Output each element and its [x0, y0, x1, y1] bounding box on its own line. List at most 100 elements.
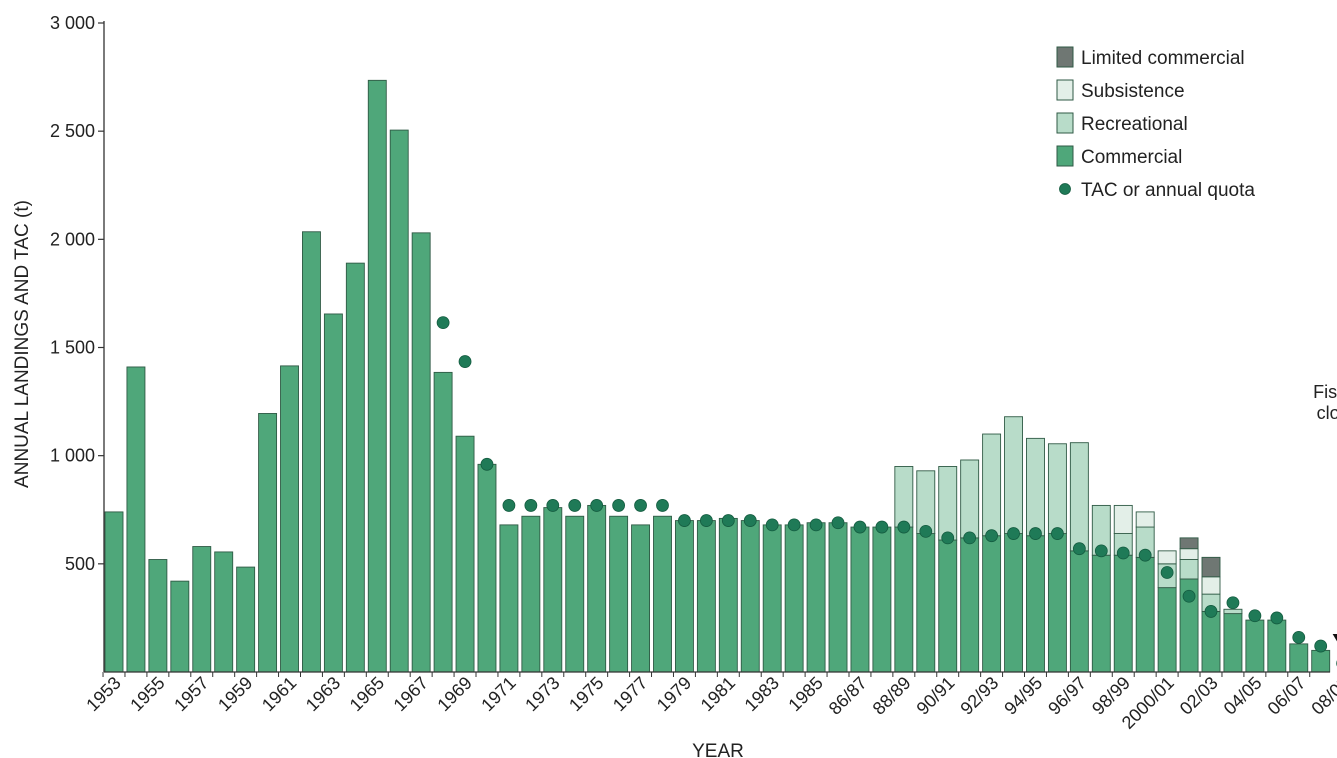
bar-commercial-2000-01 — [1157, 587, 1177, 673]
tac-point-87-88 — [875, 520, 889, 534]
y-tick-label: 2 000 — [50, 229, 95, 249]
bar-commercial-1956 — [170, 580, 190, 673]
bar-commercial-1968 — [433, 371, 453, 673]
tac-point-01-02 — [1182, 589, 1196, 603]
bar-subsistence-2000-01 — [1157, 550, 1177, 565]
tac-point-1982 — [743, 514, 757, 527]
bar-commercial-94-95 — [1026, 535, 1045, 673]
tac-point-07-08 — [1314, 639, 1328, 653]
legend-label-recreational: Recreational — [1081, 114, 1188, 135]
legend-label-limited-commercial: Limited commercial — [1081, 48, 1245, 69]
bar-commercial-1963 — [323, 313, 343, 673]
tac-point-1974 — [568, 499, 582, 512]
bar-commercial-1965 — [367, 79, 387, 673]
legend-swatch-subsistence — [1056, 79, 1074, 101]
tac-point-1981 — [721, 514, 735, 527]
x-tick-label: 1963 — [302, 673, 344, 715]
x-tick-label: 1967 — [390, 673, 432, 715]
bar-commercial-93-94 — [1004, 533, 1023, 673]
bar-subsistence-02-03 — [1201, 576, 1221, 595]
bar-commercial-1962 — [302, 231, 321, 673]
x-tick-label: 90/91 — [913, 673, 959, 719]
bar-commercial-1976 — [609, 515, 629, 673]
tac-point-03-04 — [1226, 596, 1240, 610]
x-tick-label: 06/07 — [1264, 673, 1310, 719]
bar-recreational-93-94 — [1004, 416, 1023, 535]
tac-point-1968 — [436, 316, 450, 330]
x-tick-label: 96/97 — [1044, 673, 1090, 719]
legend-label-subsistence: Subsistence — [1081, 81, 1185, 102]
tac-point-05-06 — [1270, 611, 1284, 625]
legend-label-commercial: Commercial — [1081, 147, 1182, 168]
bar-commercial-1972 — [521, 515, 541, 673]
tac-point-95-96 — [1051, 527, 1064, 540]
tac-point-90-91 — [941, 531, 955, 545]
bar-commercial-86-87 — [850, 526, 870, 673]
bar-recreational-94-95 — [1026, 437, 1045, 537]
x-tick-label: 1977 — [609, 673, 651, 715]
annotation-line: closed — [1317, 403, 1337, 423]
x-tick-label: 1965 — [346, 673, 388, 715]
tac-point-2000-01 — [1160, 566, 1174, 579]
bar-commercial-90-91 — [938, 539, 958, 673]
bar-commercial-1958 — [214, 551, 234, 673]
bar-commercial-1967 — [411, 232, 431, 673]
legend-label-tac-or-annual-quota: TAC or annual quota — [1081, 180, 1255, 201]
y-tick-label: 2 500 — [50, 121, 95, 141]
bar-recreational-91-92 — [960, 459, 980, 539]
bar-commercial-1980 — [696, 520, 716, 673]
tac-point-92-93 — [985, 529, 998, 543]
bar-commercial-95-96 — [1047, 533, 1067, 673]
annotation-arrowhead — [1332, 634, 1337, 642]
x-tick-label: 1985 — [784, 673, 826, 715]
x-tick-label: 1955 — [126, 673, 168, 715]
tac-point-1970 — [480, 457, 494, 471]
tac-point-93-94 — [1007, 527, 1020, 540]
bar-subsistence-98-99 — [1113, 504, 1133, 534]
tac-point-1980 — [699, 514, 713, 527]
tac-point-1975 — [590, 499, 604, 512]
bar-commercial-1978 — [653, 515, 672, 673]
tac-point-06-07 — [1292, 630, 1306, 644]
legend-swatch-recreational — [1056, 112, 1074, 134]
tac-point-02-03 — [1204, 605, 1218, 618]
legend: Limited commercial Subsistence Recreationa… — [1056, 46, 1255, 201]
bar-recreational-90-91 — [938, 466, 958, 541]
bar-commercial-96-97 — [1069, 550, 1089, 673]
tac-point-1986 — [831, 516, 845, 530]
bar-commercial-1955 — [148, 559, 168, 673]
tac-point-1976 — [612, 499, 626, 512]
x-tick-label: 1959 — [214, 673, 256, 715]
bar-commercial-02-03 — [1201, 610, 1221, 673]
bar-layer — [104, 79, 1331, 673]
bar-commercial-1966 — [389, 129, 409, 673]
tac-point-1971 — [502, 499, 516, 512]
x-tick-label: 08/09 — [1307, 673, 1337, 719]
x-tick-label: 92/93 — [956, 673, 1002, 719]
y-tick-label: 1 500 — [50, 338, 95, 358]
bar-commercial-97-98 — [1091, 554, 1111, 673]
bar-commercial-1975 — [587, 504, 607, 673]
legend-swatch-commercial — [1056, 145, 1074, 167]
x-tick-labels: 1953 1955 1957 1959 1961 1963 1965 1967 1969 1971… — [82, 673, 1337, 733]
bar-recreational-01-02 — [1179, 559, 1199, 580]
tac-point-98-99 — [1116, 546, 1130, 560]
bar-commercial-04-05 — [1245, 619, 1265, 673]
tac-point-1983 — [765, 518, 779, 532]
bar-commercial-1953 — [104, 511, 124, 673]
bar-commercial-89-90 — [916, 533, 936, 673]
tac-point-99-00 — [1138, 548, 1152, 562]
bar-commercial-1971 — [499, 524, 519, 673]
y-axis-title: ANNUAL LANDINGS AND TAC (t) — [12, 200, 33, 488]
x-tick-label: 1983 — [741, 673, 783, 715]
bar-limited-commercial-02-03 — [1201, 556, 1221, 578]
tac-point-91-92 — [963, 531, 977, 545]
tac-point-1972 — [524, 499, 538, 512]
bar-commercial-1982 — [740, 520, 760, 673]
tac-point-88-89 — [897, 520, 911, 534]
bar-commercial-1986 — [828, 522, 848, 673]
x-tick-label: 1971 — [477, 673, 519, 715]
tac-point-1969 — [458, 355, 472, 368]
x-tick-label: 88/89 — [869, 673, 915, 719]
